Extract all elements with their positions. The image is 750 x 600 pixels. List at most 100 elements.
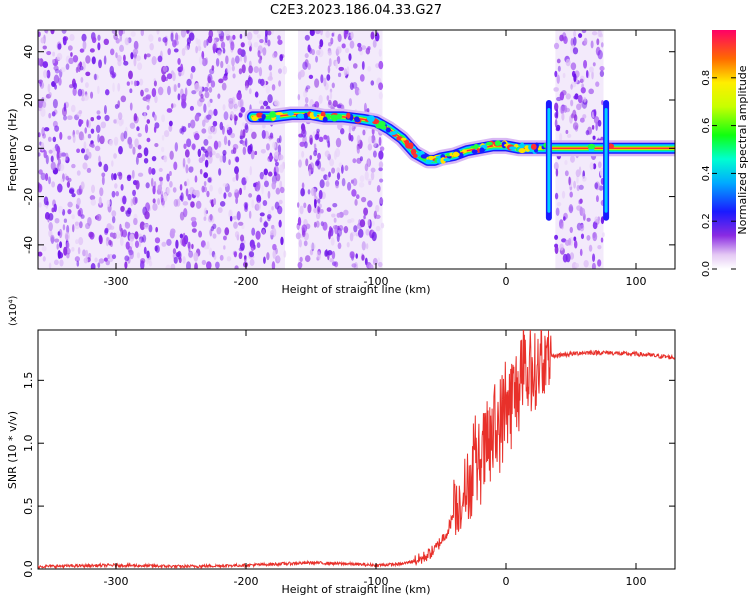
noise-blob xyxy=(244,85,248,91)
noise-blob xyxy=(576,103,582,111)
noise-blob xyxy=(47,83,51,93)
noise-blob xyxy=(100,121,107,129)
noise-blob xyxy=(48,222,53,232)
noise-blob xyxy=(99,187,104,197)
noise-blob xyxy=(191,220,197,228)
noise-blob xyxy=(207,100,211,108)
noise-blob xyxy=(379,178,384,183)
noise-blob xyxy=(263,168,269,176)
noise-blob xyxy=(60,178,64,183)
noise-blob xyxy=(85,249,89,259)
noise-blob xyxy=(326,95,330,101)
noise-blob xyxy=(216,30,222,35)
noise-blob xyxy=(254,203,260,211)
noise-blob xyxy=(203,39,207,49)
noise-blob xyxy=(51,181,56,188)
noise-blob xyxy=(559,34,564,42)
noise-blob xyxy=(163,155,168,163)
signal-spike-core xyxy=(547,108,551,213)
noise-blob xyxy=(58,77,62,86)
noise-blob xyxy=(349,232,354,242)
noise-blob xyxy=(264,33,268,44)
noise-blob xyxy=(194,175,198,183)
track-speckle xyxy=(509,146,517,150)
noise-blob xyxy=(104,114,110,122)
noise-blob xyxy=(251,227,256,236)
noise-blob xyxy=(170,103,174,109)
noise-blob xyxy=(204,159,209,168)
noise-blob xyxy=(62,224,66,231)
noise-blob xyxy=(123,130,128,140)
noise-blob xyxy=(278,199,283,205)
noise-blob xyxy=(559,105,565,114)
noise-blob xyxy=(258,58,262,64)
noise-blob xyxy=(328,58,332,67)
noise-blob xyxy=(74,221,79,226)
noise-blob xyxy=(190,166,194,172)
noise-blob xyxy=(311,49,316,56)
noise-blob xyxy=(89,48,95,53)
noise-blob xyxy=(555,168,559,177)
noise-blob xyxy=(263,180,269,188)
noise-blob xyxy=(195,45,199,54)
noise-blob xyxy=(304,53,309,59)
noise-blob xyxy=(315,220,320,228)
noise-blob xyxy=(241,224,245,230)
noise-blob xyxy=(239,98,244,109)
noise-blob xyxy=(144,123,149,134)
noise-blob xyxy=(597,259,602,267)
noise-blob xyxy=(556,74,560,84)
noise-blob xyxy=(562,72,566,79)
noise-blob xyxy=(226,124,230,131)
noise-blob xyxy=(354,199,358,206)
noise-blob xyxy=(282,65,288,75)
noise-blob xyxy=(348,98,353,107)
noise-blob xyxy=(80,148,86,154)
noise-blob xyxy=(316,251,321,260)
noise-blob xyxy=(574,125,579,132)
noise-blob xyxy=(367,157,370,168)
noise-blob xyxy=(218,187,223,195)
noise-blob xyxy=(182,201,189,206)
noise-blob xyxy=(69,34,75,42)
noise-blob xyxy=(46,69,51,79)
noise-blob xyxy=(112,82,115,92)
noise-blob xyxy=(83,141,87,151)
noise-blob xyxy=(239,234,245,242)
noise-blob xyxy=(218,78,224,84)
noise-blob xyxy=(81,135,85,141)
noise-blob xyxy=(379,146,385,152)
noise-blob xyxy=(162,37,168,43)
noise-blob xyxy=(38,31,41,37)
noise-blob xyxy=(215,152,220,159)
noise-blob xyxy=(71,163,76,169)
noise-blob xyxy=(122,195,127,205)
noise-blob xyxy=(363,215,366,220)
noise-blob xyxy=(61,30,67,34)
noise-blob xyxy=(221,82,227,91)
noise-blob xyxy=(588,66,594,73)
x-tick-label: 100 xyxy=(626,575,647,588)
noise-blob xyxy=(113,153,117,159)
noise-blob xyxy=(200,93,204,99)
noise-blob xyxy=(234,102,238,110)
noise-blob xyxy=(561,238,567,243)
track-speckle xyxy=(443,158,451,162)
noise-blob xyxy=(567,133,572,138)
noise-blob xyxy=(144,87,149,93)
noise-blob xyxy=(577,94,583,104)
noise-blob xyxy=(228,100,234,110)
noise-blob xyxy=(109,65,115,75)
noise-blob xyxy=(203,180,207,187)
y-tick-label: 1.5 xyxy=(22,372,35,390)
noise-blob xyxy=(128,70,133,80)
noise-blob xyxy=(134,240,140,248)
noise-blob xyxy=(309,162,315,172)
noise-blob xyxy=(120,119,125,125)
figure-title: C2E3.2023.186.04.33.G27 xyxy=(270,3,442,18)
noise-blob xyxy=(63,102,67,112)
noise-blob xyxy=(355,232,359,237)
noise-blob xyxy=(234,265,239,269)
noise-blob xyxy=(357,46,363,52)
noise-blob xyxy=(150,177,154,187)
